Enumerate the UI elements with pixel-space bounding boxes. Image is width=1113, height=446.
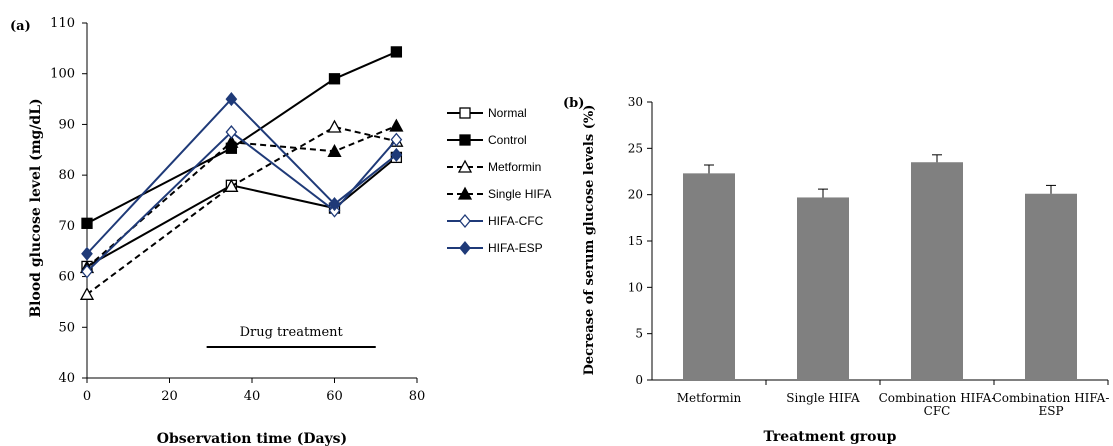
- y-tick-label: 50: [58, 320, 75, 335]
- data-point: [81, 264, 93, 279]
- y-tick-label: 60: [58, 270, 75, 285]
- series-control: [81, 46, 403, 229]
- legend-label: Normal: [488, 106, 527, 120]
- data-point: [225, 125, 238, 140]
- data-point: [328, 197, 341, 212]
- legend-marker: [459, 213, 471, 229]
- legend-marker: [459, 240, 471, 256]
- legend-label: HIFA-CFC: [488, 214, 544, 228]
- series-metformin: [79, 119, 404, 300]
- y-tick-label: 110: [50, 16, 75, 31]
- category-label: Combination HIFA-: [993, 391, 1110, 405]
- series-line: [86, 97, 397, 255]
- legend-marker: [457, 186, 473, 200]
- data-point: [327, 143, 342, 157]
- legend-marker: [459, 134, 471, 146]
- panel-a-y-ticks: 40 50 60 70 80 90 100 110: [50, 16, 87, 386]
- legend-marker: [459, 107, 471, 119]
- legend-label: Single HIFA: [488, 187, 551, 201]
- series-single-hifa: [79, 118, 404, 274]
- panel-a-legend: Normal Control Metformin Single HIFA HIFA-CF…: [447, 106, 551, 256]
- data-point: [328, 73, 341, 85]
- drug-treatment-label: Drug treatment: [240, 325, 344, 340]
- legend-entry: Normal: [447, 106, 527, 120]
- data-point: [81, 217, 93, 229]
- data-point: [327, 119, 342, 133]
- panel-b-x-axis-label: Treatment group: [764, 429, 897, 445]
- panel-b-bars: [683, 154, 1109, 385]
- panel-a-series: [79, 46, 404, 300]
- y-tick-label: 15: [628, 234, 643, 248]
- series-line: [86, 125, 397, 296]
- category-label: CFC: [924, 404, 951, 418]
- data-point: [390, 132, 403, 147]
- series-line: [86, 156, 398, 268]
- bar: [911, 162, 963, 380]
- legend-label: HIFA-ESP: [488, 241, 543, 255]
- data-point: [390, 46, 403, 58]
- bar: [797, 197, 849, 380]
- y-tick-label: 0: [635, 373, 643, 387]
- x-tick-label: 20: [161, 389, 178, 404]
- panel-a-y-axis-label: Blood glucose level (mg/dL): [28, 98, 44, 317]
- panel-b-category-labels: Metformin Single HIFA Combination HIFA-CFC…: [677, 391, 1110, 418]
- panel-a-tag: (a): [10, 19, 31, 34]
- category-label: ESP: [1038, 404, 1063, 418]
- data-point: [224, 134, 239, 148]
- bar: [1025, 193, 1077, 380]
- legend-marker: [457, 159, 473, 173]
- y-tick-label: 20: [628, 188, 643, 202]
- y-tick-label: 30: [628, 95, 643, 109]
- bar-group: [911, 154, 995, 385]
- bar-group: [683, 164, 767, 385]
- panel-b-y-axis-label: Decrease of serum glucose levels (%): [582, 105, 597, 376]
- x-tick-label: 80: [409, 389, 426, 404]
- series-hifa-esp: [81, 92, 403, 261]
- data-point: [389, 118, 404, 132]
- panel-a-x-ticks: 0 20 40 60 80: [83, 378, 425, 404]
- series-hifa-cfc: [81, 125, 403, 279]
- legend-label: Metformin: [488, 160, 541, 174]
- data-point: [390, 147, 403, 162]
- data-point: [225, 92, 238, 107]
- legend-label: Control: [488, 133, 527, 147]
- panel-a-annotation: Drug treatment: [206, 325, 376, 348]
- legend-entry: Control: [447, 133, 527, 147]
- data-point: [79, 286, 95, 300]
- y-tick-label: 10: [628, 280, 643, 294]
- panel-b-y-ticks: 0 5 10 15 20 25 30: [628, 95, 652, 387]
- x-tick-label: 60: [326, 389, 343, 404]
- category-label: Combination HIFA-: [879, 391, 996, 405]
- y-tick-label: 70: [58, 219, 75, 234]
- x-tick-label: 40: [244, 389, 261, 404]
- legend-entry: HIFA-ESP: [447, 240, 543, 256]
- legend-entry: Metformin: [447, 159, 541, 174]
- category-label: Metformin: [677, 391, 742, 405]
- series-normal: [81, 151, 403, 273]
- panel-a: (a) 0 20 40 60 80 40 50 60 70 80 90 100 110 Drug tr…: [10, 16, 551, 446]
- bar-group: [1025, 184, 1109, 385]
- y-tick-label: 90: [58, 117, 75, 132]
- y-tick-label: 5: [635, 327, 643, 341]
- x-tick-label: 0: [83, 389, 91, 404]
- y-tick-label: 100: [50, 67, 75, 82]
- data-point: [224, 178, 239, 192]
- y-tick-label: 40: [58, 371, 75, 386]
- legend-entry: HIFA-CFC: [447, 213, 544, 229]
- category-label: Single HIFA: [786, 391, 860, 405]
- y-tick-label: 80: [58, 168, 75, 183]
- series-line: [86, 125, 397, 269]
- data-point: [81, 246, 93, 261]
- series-line: [86, 130, 398, 273]
- series-line: [86, 50, 397, 225]
- y-tick-label: 25: [628, 141, 643, 155]
- panel-a-x-axis-label: Observation time (Days): [157, 431, 347, 446]
- bar: [683, 173, 735, 380]
- legend-entry: Single HIFA: [447, 186, 551, 201]
- panel-b-tag: (b): [563, 96, 584, 111]
- bar-group: [797, 188, 881, 385]
- panel-b: (b) 0 5 10 15 20 25 30 Metformin Single HIFA Com…: [563, 95, 1109, 445]
